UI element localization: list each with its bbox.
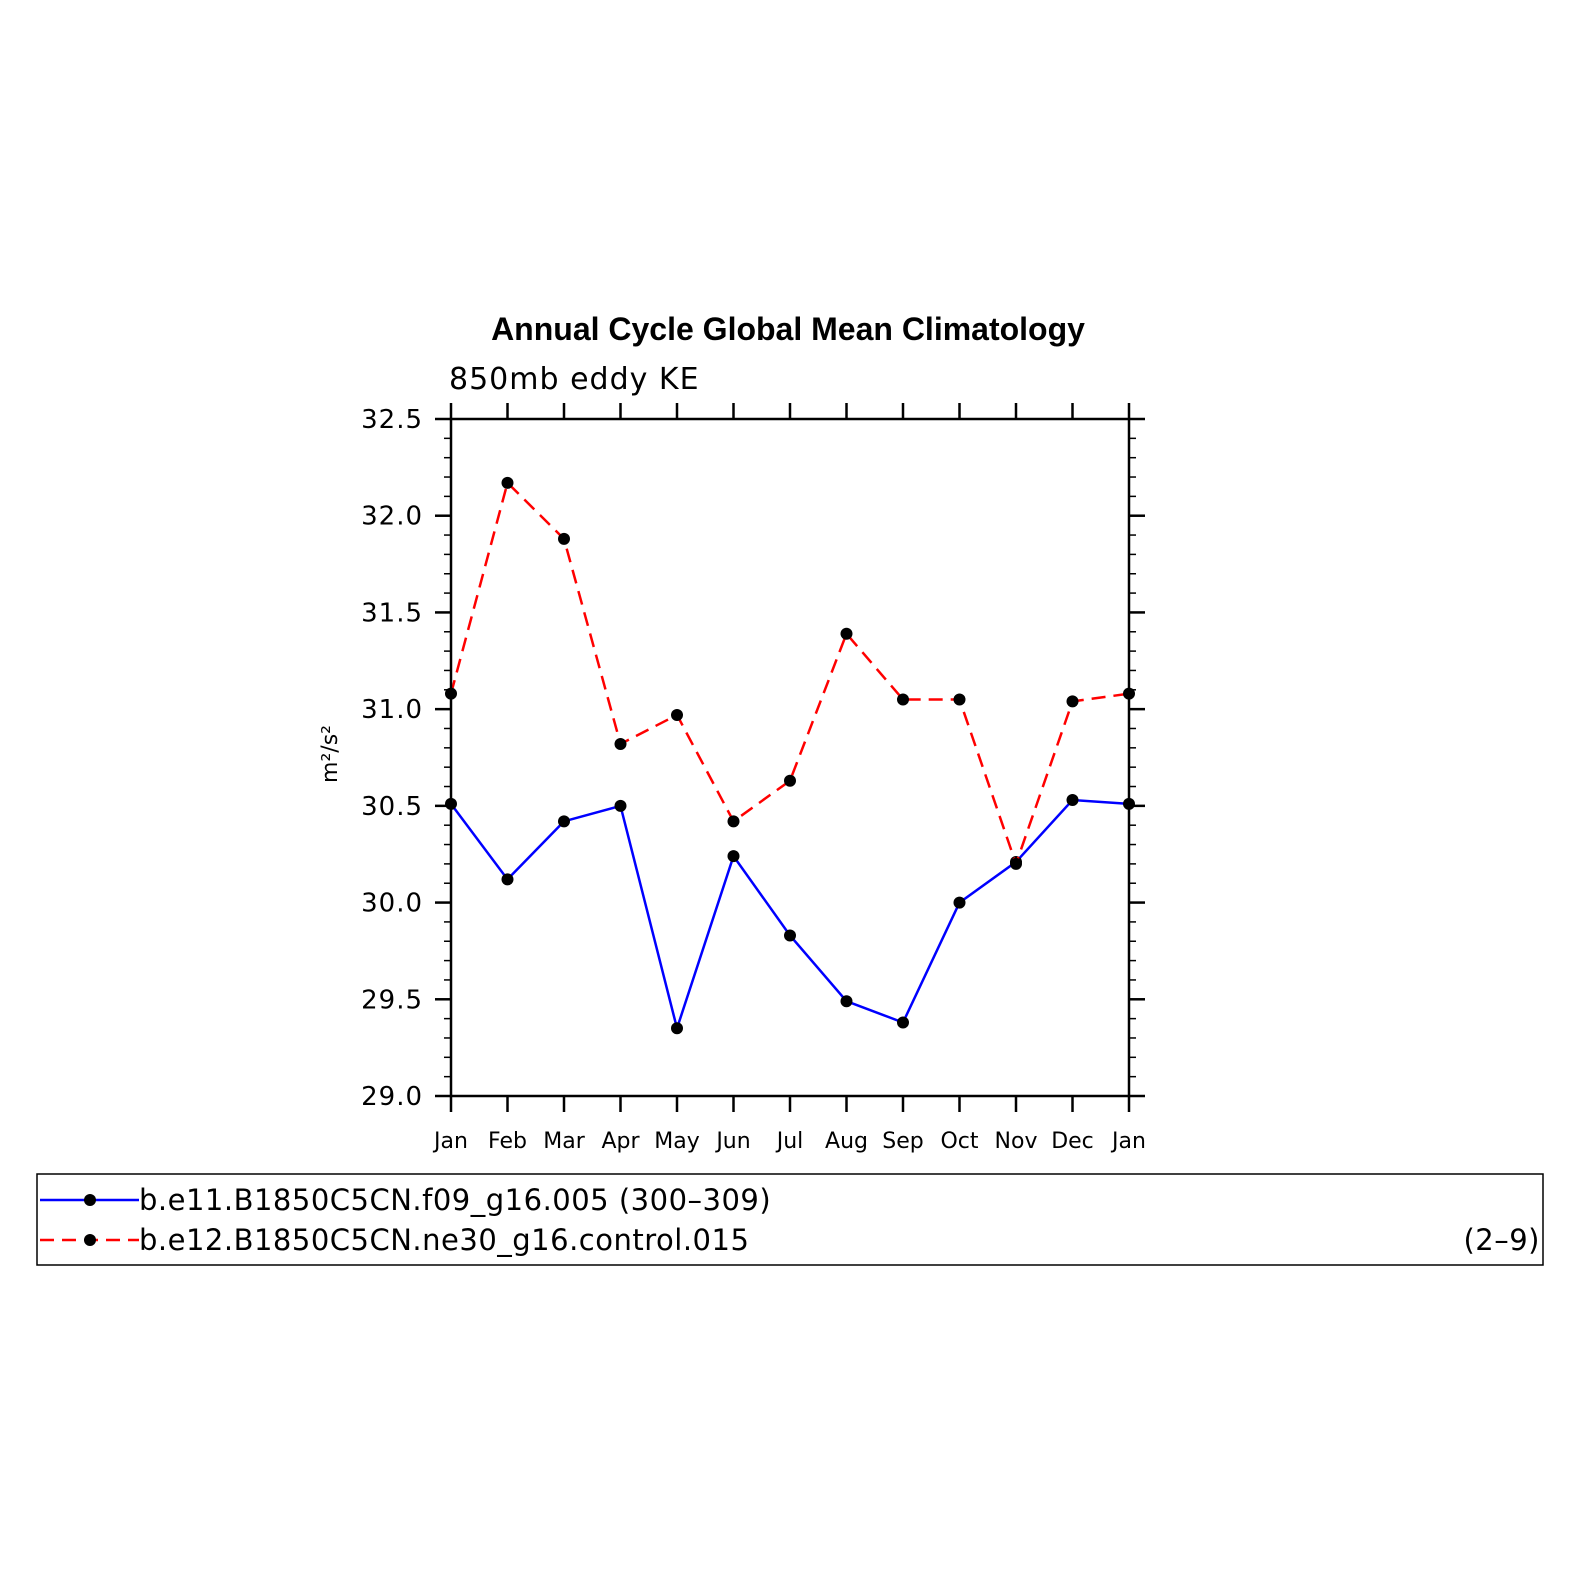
series-1-point xyxy=(727,850,740,863)
series-2-point xyxy=(953,693,966,706)
chart-subtitle: 850mb eddy KE xyxy=(449,362,700,397)
x-tick-label: Apr xyxy=(601,1129,640,1154)
x-tick-label: Aug xyxy=(825,1129,868,1154)
y-tick-label: 32.0 xyxy=(361,502,423,532)
series-2-point xyxy=(840,627,853,640)
legend-box xyxy=(36,1173,1544,1266)
legend: b.e11.B1850C5CN.f09_g16.005 (300–309) b.… xyxy=(36,1173,1544,1266)
x-tick-label: May xyxy=(654,1129,699,1154)
x-tick-label: Jun xyxy=(714,1129,750,1154)
series-2-point xyxy=(558,532,570,545)
y-tick-label: 30.5 xyxy=(361,792,423,822)
legend-label-series-1: b.e11.B1850C5CN.f09_g16.005 (300–309) xyxy=(139,1183,771,1217)
y-tick-label: 29.5 xyxy=(361,985,423,1015)
series-1-point xyxy=(614,799,627,812)
x-tick-label: Oct xyxy=(940,1129,978,1154)
series-2-point xyxy=(1066,695,1079,708)
series-line-1 xyxy=(449,798,1130,1033)
series-2-point xyxy=(671,708,683,721)
series-1-point xyxy=(1066,794,1079,807)
series-2-point xyxy=(727,815,740,828)
series-1-point xyxy=(558,815,570,828)
x-tick-label: Jul xyxy=(775,1129,804,1154)
legend-label-series-2: b.e12.B1850C5CN.ne30_g16.control.015 xyxy=(139,1223,749,1257)
legend-swatch-marker-1 xyxy=(84,1194,96,1206)
x-tick-label: Nov xyxy=(995,1129,1038,1154)
chart-title: Annual Cycle Global Mean Climatology xyxy=(491,311,1085,347)
y-tick-label: 30.0 xyxy=(361,889,423,919)
series-1-point xyxy=(953,896,966,909)
series-2-point xyxy=(897,693,909,706)
series-2-point xyxy=(784,774,796,787)
x-tick-label: Mar xyxy=(543,1129,585,1154)
series-2-point xyxy=(614,737,627,750)
legend-label-series-2-suffix: (2–9) xyxy=(1463,1223,1540,1257)
tick-labels: 29.0 29.5 30.0 30.5 31.0 31.5 32.0 32.5 Jan Feb Ma… xyxy=(361,405,1146,1154)
series-1-point xyxy=(784,929,796,942)
series-layer xyxy=(445,476,1135,1035)
x-tick-label: Feb xyxy=(488,1129,527,1154)
y-tick-label: 29.0 xyxy=(361,1082,423,1112)
series-1-point xyxy=(897,1016,909,1029)
legend-items xyxy=(40,1194,139,1246)
y-tick-label: 31.0 xyxy=(361,695,423,725)
series-1-point xyxy=(671,1022,683,1035)
plot-frame xyxy=(449,417,1131,1098)
series-1-point xyxy=(501,873,514,886)
x-tick-label: Sep xyxy=(882,1129,923,1154)
series-1-point xyxy=(840,995,853,1008)
y-axis-label: m²/s² xyxy=(318,725,343,783)
x-tick-label: Dec xyxy=(1051,1129,1094,1154)
axis-ticks xyxy=(435,403,1145,1112)
legend-swatch-marker-2 xyxy=(84,1234,96,1246)
y-tick-label: 31.5 xyxy=(361,598,423,628)
y-tick-label: 32.5 xyxy=(361,405,423,435)
x-tick-label: Jan xyxy=(1110,1129,1146,1154)
x-tick-label: Jan xyxy=(432,1129,468,1154)
series-2-point xyxy=(1010,857,1022,870)
series-line-2 xyxy=(449,480,1130,868)
series-2-point xyxy=(501,476,514,489)
